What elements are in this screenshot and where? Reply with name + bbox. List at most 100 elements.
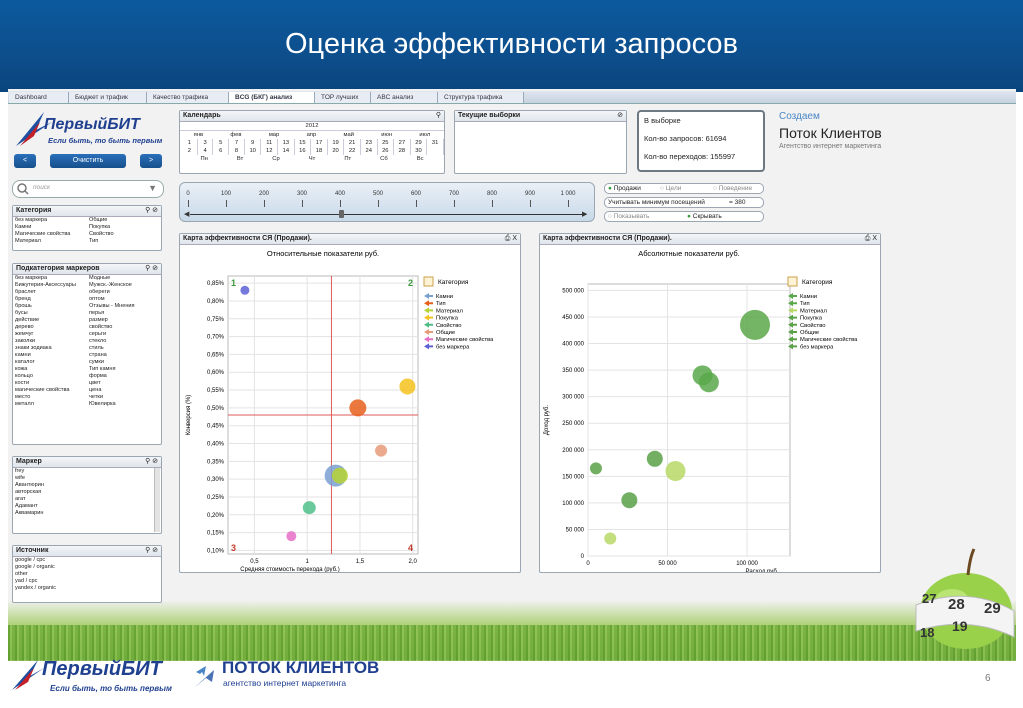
calendar-day[interactable]: 2 [182,147,198,155]
list-row[interactable]: металл Ювелирка [13,401,161,408]
window-controls-icon[interactable]: ⎙ X [504,235,517,242]
list-row[interactable]: знаки зодиака стиль [13,345,161,352]
tab-budget[interactable]: Бюджет и трафик [69,92,147,103]
slider-track[interactable] [190,214,586,215]
search-box[interactable]: поиск ▼ [12,180,164,198]
list-item[interactable]: Аквамарин [15,510,44,516]
calendar-month[interactable]: мар [268,132,280,138]
list-row[interactable]: камни страна [13,352,161,359]
tab-quality[interactable]: Качество трафика [147,92,229,103]
calendar-weekday[interactable]: Ср [272,156,280,162]
calendar-day[interactable]: 27 [393,139,411,147]
list-row[interactable]: кожа Тип камня [13,366,161,373]
calendar-day[interactable]: 7 [228,139,245,147]
close-icon[interactable]: ⊘ [617,112,623,119]
list-item[interactable]: yandex / organic [15,585,57,591]
tab-top[interactable]: TOP лучших [315,92,371,103]
calendar-month[interactable]: апр [306,132,317,138]
list-item[interactable]: google / organic [15,564,55,570]
list-item[interactable]: Адамант [15,503,38,509]
calendar-day[interactable]: 10 [244,147,262,155]
calendar-month[interactable]: фев [230,132,242,138]
search-filter-icon[interactable]: ⚲ ⊘ [145,265,158,272]
mode-behavior[interactable]: ○ Поведение [713,185,753,192]
list-row[interactable]: Бижутерия-Аксессуары Мужск.-Женское [13,282,161,289]
list-row[interactable]: кольцо форма [13,373,161,380]
list-row[interactable]: каталог сумки [13,359,161,366]
calendar-day[interactable]: 14 [277,147,295,155]
calendar-day[interactable]: 21 [343,139,361,147]
list-row[interactable]: без маркера Общие [13,217,161,224]
calendar-weekday[interactable]: Вт [236,156,244,162]
list-row[interactable]: действие размер [13,317,161,324]
chevron-down-icon[interactable]: ▼ [148,183,157,193]
list-item[interactable]: wife [15,475,25,481]
prev-button[interactable]: < [14,154,36,168]
calendar-day[interactable]: 30 [410,147,428,155]
calendar-day[interactable]: 19 [327,139,345,147]
calendar-day[interactable]: 20 [327,147,345,155]
list-item[interactable]: other [15,571,28,577]
calendar-day[interactable]: 18 [310,147,328,155]
calendar-month[interactable]: янв [193,132,204,138]
list-item[interactable]: yad / cpc [15,578,38,584]
mode-goals[interactable]: ○ Цели [660,185,682,192]
calendar-day[interactable]: 24 [360,147,378,155]
list-row[interactable]: Камни Покупка [13,224,161,231]
search-filter-icon[interactable]: ⚲ ⊘ [145,458,158,465]
list-row[interactable]: без маркера Модные [13,275,161,282]
calendar-day[interactable]: 12 [260,147,279,155]
list-row[interactable]: бусы перья [13,310,161,317]
search-filter-icon[interactable]: ⚲ ⊘ [145,547,158,554]
list-row[interactable]: место четки [13,394,161,401]
calendar-day[interactable]: 13 [277,139,295,147]
option-show[interactable]: ○ Показывать [608,213,650,220]
calendar-month[interactable]: июн [381,132,393,138]
window-controls-icon[interactable]: ⎙ X [864,235,877,242]
list-row[interactable]: Материал Тип [13,238,161,245]
calendar-day[interactable] [426,147,444,155]
marker-scrollbar[interactable] [154,468,160,532]
calendar-day[interactable]: 16 [294,147,312,155]
search-icon[interactable]: ⚲ [435,112,441,119]
calendar-day[interactable]: 4 [197,147,214,155]
slider-handle[interactable] [339,210,344,218]
option-hide[interactable]: ● Скрывать [687,213,722,220]
calendar-day[interactable]: 31 [426,139,444,147]
list-row[interactable]: дерево свойство [13,324,161,331]
calendar-day[interactable]: 8 [228,147,245,155]
calendar-day[interactable]: 23 [360,139,378,147]
list-item[interactable]: агат [15,496,26,502]
tab-dashboard[interactable]: Dashboard [9,92,69,103]
calendar-weekday[interactable]: Вс [416,156,424,162]
list-row[interactable]: кости цвет [13,380,161,387]
list-item[interactable]: Авантюрин [15,482,44,488]
calendar-weekday[interactable]: Пт [344,156,352,162]
list-row[interactable]: магические свойства цена [13,387,161,394]
calendar-weekday[interactable]: Пн [200,156,208,162]
calendar-day[interactable]: 5 [212,139,230,147]
tab-abc[interactable]: ABC анализ [371,92,438,103]
search-filter-icon[interactable]: ⚲ ⊘ [145,207,158,214]
calendar-day[interactable]: 26 [377,147,395,155]
calendar-weekday[interactable]: Чт [308,156,316,162]
calendar-weekday[interactable]: Сб [380,156,388,162]
calendar-day[interactable]: 22 [343,147,361,155]
next-button[interactable]: > [140,154,162,168]
calendar-day[interactable]: 9 [244,139,262,147]
calendar-month[interactable]: июл [419,132,431,138]
calendar-day[interactable]: 3 [197,139,214,147]
calendar-day[interactable]: 11 [260,139,279,147]
min-visits-field[interactable]: Учитывать минимум посещений = 380 [604,197,764,208]
calendar-day[interactable]: 25 [377,139,395,147]
list-row[interactable]: бренд оптом [13,296,161,303]
calendar-day[interactable]: 17 [310,139,328,147]
list-row[interactable]: заколки стекло [13,338,161,345]
calendar-day[interactable]: 29 [410,139,428,147]
clear-button[interactable]: Очистить [50,154,126,168]
list-item[interactable]: frey [15,468,25,474]
calendar-month[interactable]: май [343,132,354,138]
list-row[interactable]: жемчуг серьги [13,331,161,338]
calendar-day[interactable]: 15 [294,139,312,147]
tab-structure[interactable]: Структура трафика [438,92,524,103]
